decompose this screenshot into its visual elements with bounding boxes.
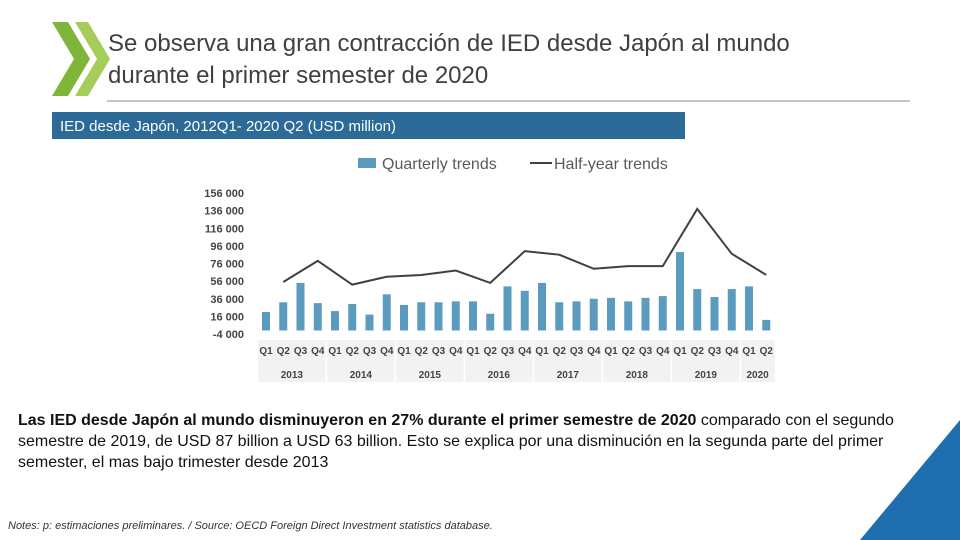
x-tick-label: Q2 — [622, 346, 636, 357]
x-tick-label: Q4 — [725, 346, 739, 357]
y-tick-label: 76 000 — [210, 259, 244, 271]
x-tick-label: Q2 — [691, 346, 705, 357]
x-tick-label: Q2 — [484, 346, 498, 357]
bar — [262, 311, 270, 331]
chart: -4 000 16 000 36 000 56 000 76 000 96 000 116 … — [204, 156, 775, 382]
y-tick-label: 116 000 — [205, 223, 244, 235]
note: Notes: p: estimaciones preliminares. / S… — [8, 520, 493, 532]
year-label: 2017 — [557, 370, 580, 381]
year-label: 2019 — [695, 370, 718, 381]
bar — [555, 302, 564, 331]
paragraph: Las IED desde Japón al mundo disminuyero… — [18, 410, 898, 473]
bar — [676, 252, 684, 331]
banner: IED desde Japón, 2012Q1- 2020 Q2 (USD mi… — [52, 112, 685, 139]
bar — [400, 304, 408, 331]
y-tick-label: -4 000 — [213, 329, 244, 341]
x-tick-label: Q1 — [604, 346, 618, 357]
line — [282, 207, 767, 286]
x-tick-label: Q1 — [535, 346, 549, 357]
bar — [331, 311, 339, 331]
x-tick-label: Q1 — [397, 346, 411, 357]
axis-band — [257, 340, 775, 382]
x-tick-label: Q3 — [501, 346, 515, 357]
year-label: 2013 — [281, 370, 304, 381]
x-tick-label: Q1 — [259, 346, 273, 357]
bar — [641, 297, 650, 331]
paragraph-bold: Las IED desde Japón al mundo disminuyero… — [18, 412, 697, 429]
bar — [693, 289, 702, 331]
bar — [503, 286, 512, 331]
title: durante el primer semester de 2020 — [108, 62, 489, 89]
x-tick-label: Q4 — [587, 346, 601, 357]
x-tick-label: Q3 — [708, 346, 722, 357]
bar — [607, 297, 615, 331]
y-tick-label: 36 000 — [210, 294, 244, 306]
legend-label: Quarterly trends — [382, 156, 497, 173]
x-tick-label: Q4 — [656, 346, 670, 357]
bar — [589, 298, 598, 331]
year-label: 2016 — [488, 370, 511, 381]
bar — [417, 302, 426, 331]
bar — [365, 314, 374, 331]
x-tick-label: Q3 — [363, 346, 377, 357]
bar — [279, 302, 288, 331]
bar — [520, 290, 529, 331]
x-tick-label: Q1 — [742, 346, 756, 357]
year-label: 2015 — [419, 370, 442, 381]
bar — [296, 282, 305, 331]
logo — [52, 22, 90, 96]
x-tick-label: Q3 — [294, 346, 308, 357]
x-tick-label: Q2 — [346, 346, 360, 357]
bar — [710, 296, 719, 331]
bar — [434, 302, 443, 331]
corner — [860, 420, 960, 540]
bar — [624, 301, 633, 331]
x-tick-label: Q2 — [277, 346, 291, 357]
year-label: 2014 — [350, 370, 373, 381]
x-tick-label: Q3 — [639, 346, 653, 357]
bar — [469, 301, 477, 331]
bar — [348, 304, 357, 331]
y-tick-label: 56 000 — [210, 276, 244, 288]
year-label: 2018 — [626, 370, 649, 381]
title: Se observa una gran contracción de IED d… — [108, 30, 790, 57]
x-tick-label: Q1 — [328, 346, 342, 357]
x-tick-label: Q4 — [380, 346, 394, 357]
x-tick-label: Q3 — [570, 346, 584, 357]
y-tick-label: 156 000 — [204, 188, 244, 200]
y-tick-label: 136 000 — [204, 206, 244, 218]
y-tick-label: 16 000 — [210, 311, 244, 323]
x-tick-label: Q2 — [553, 346, 567, 357]
bar — [727, 289, 736, 331]
bar — [451, 301, 460, 331]
x-tick-label: Q1 — [673, 346, 687, 357]
x-tick-label: Q3 — [432, 346, 446, 357]
bar — [572, 301, 581, 331]
x-tick-label: Q1 — [466, 346, 480, 357]
year-label: 2020 — [747, 370, 770, 381]
y-tick-label: 96 000 — [210, 241, 244, 253]
paragraph-text: comparado con el segundo semestre de 201… — [18, 412, 894, 471]
bar — [313, 303, 322, 331]
x-tick-label: Q2 — [760, 346, 774, 357]
x-tick-label: Q4 — [311, 346, 325, 357]
bar — [762, 319, 771, 331]
bar — [745, 286, 753, 331]
x-tick-label: Q4 — [518, 346, 532, 357]
bar — [658, 296, 667, 331]
bar — [538, 282, 546, 331]
x-tick-label: Q2 — [415, 346, 429, 357]
bar — [486, 313, 495, 331]
logo — [75, 22, 110, 96]
bar — [382, 294, 391, 331]
x-tick-label: Q4 — [449, 346, 463, 357]
legend-swatch — [358, 158, 376, 168]
legend-label: Half-year trends — [554, 156, 668, 173]
